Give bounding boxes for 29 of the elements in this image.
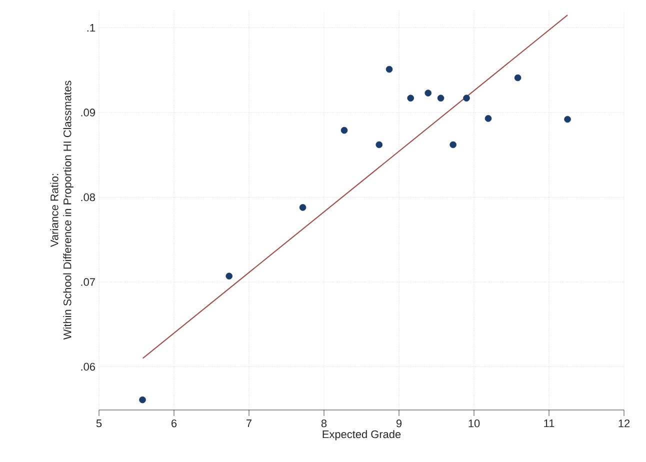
point (376, 141, 383, 148)
point (437, 94, 444, 102)
point (463, 94, 470, 102)
x-tick-label: 12 (618, 420, 630, 428)
x-tick-label: 6 (172, 420, 177, 428)
y-axis-title: Variance Ratio: Within School Difference in Proportion HI Classmates (50, 80, 74, 340)
x-tick-label: 9 (396, 420, 402, 428)
y-tick-label: .08 (81, 193, 96, 202)
y-tick-label: .07 (81, 278, 95, 286)
point (407, 94, 414, 102)
y-tick-label: .06 (81, 362, 96, 371)
y-tick-label: .1 (87, 24, 95, 32)
x-tick-label: 7 (246, 420, 252, 428)
x-tick-label: 10 (468, 420, 480, 428)
point (226, 272, 233, 280)
x-tick-label: 8 (321, 420, 327, 428)
point (299, 204, 306, 211)
x-axis-title: Expected Grade (322, 430, 401, 440)
point (386, 66, 393, 73)
x-tick-label: 11 (544, 420, 554, 428)
point (340, 126, 348, 134)
point (424, 90, 432, 96)
point (514, 74, 522, 82)
y-tick-label: .09 (81, 108, 95, 116)
point (564, 116, 571, 123)
point (139, 396, 146, 404)
x-tick-label: 5 (96, 420, 102, 428)
point (484, 115, 492, 122)
point (450, 141, 456, 148)
